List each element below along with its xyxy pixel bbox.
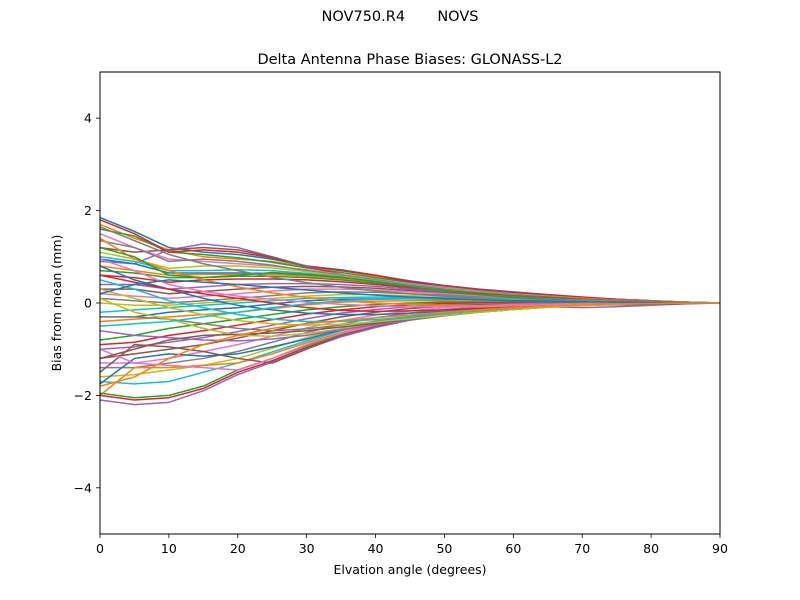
x-tick-label: 80 (643, 541, 659, 556)
figure-suptitle: NOV750.R4 NOVS (321, 9, 479, 25)
x-tick-label: 90 (712, 541, 728, 556)
x-tick-label: 70 (574, 541, 590, 556)
x-axis-label: Elvation angle (degrees) (333, 562, 486, 577)
x-tick-label: 60 (505, 541, 521, 556)
series-line-s52 (100, 302, 720, 387)
x-tick-label: 40 (368, 541, 384, 556)
y-axis-ticks: −4 −2 0 2 4 (74, 111, 100, 495)
x-tick-label: 20 (230, 541, 246, 556)
chart-title: Delta Antenna Phase Biases: GLONASS-L2 (257, 52, 562, 68)
y-tick-label: −2 (74, 388, 92, 403)
y-tick-label: 0 (84, 296, 92, 311)
y-axis-label: Bias from mean (mm) (49, 235, 64, 372)
x-tick-label: 10 (161, 541, 177, 556)
series-line-s4 (100, 219, 720, 304)
y-tick-label: 4 (84, 111, 92, 126)
series-layer (100, 216, 720, 406)
x-axis-ticks: 0 10 20 30 40 50 60 70 80 90 (96, 534, 728, 556)
y-tick-label: 2 (84, 203, 92, 218)
x-tick-label: 30 (299, 541, 315, 556)
y-tick-label: −4 (74, 480, 92, 495)
series-line-s51 (100, 279, 720, 304)
x-tick-label: 50 (436, 541, 452, 556)
x-tick-label: 0 (96, 541, 104, 556)
